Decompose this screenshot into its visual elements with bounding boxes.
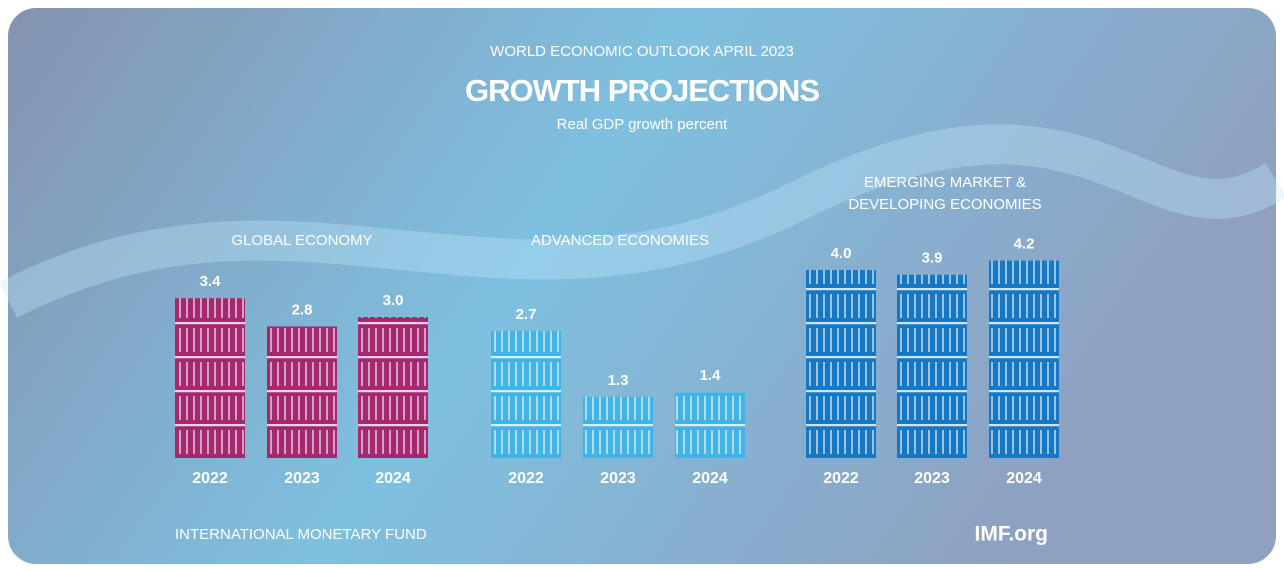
title: GROWTH PROJECTIONS <box>465 73 819 108</box>
value-label: 4.0 <box>831 245 852 262</box>
value-label: 3.4 <box>200 273 222 290</box>
footer-site: IMF.org <box>975 523 1049 546</box>
x-tick-label: 2024 <box>375 470 411 487</box>
x-tick-label: 2023 <box>600 470 636 487</box>
bar <box>358 317 428 458</box>
wave <box>0 124 1284 318</box>
bar <box>806 270 876 458</box>
bar <box>897 274 967 458</box>
bar <box>583 396 653 458</box>
value-label: 1.3 <box>608 372 629 389</box>
group-title: EMERGING MARKET & DEVELOPING ECONOMIES <box>848 174 1042 213</box>
subtitle: Real GDP growth percent <box>557 116 728 133</box>
value-label: 3.0 <box>383 292 404 309</box>
x-tick-label: 2023 <box>914 470 950 487</box>
bar <box>491 331 561 458</box>
group-title: ADVANCED ECONOMIES <box>530 232 710 249</box>
value-label: 1.4 <box>700 367 722 384</box>
x-tick-label: 2024 <box>1006 470 1042 487</box>
supertitle: WORLD ECONOMIC OUTLOOK APRIL 2023 <box>490 43 794 60</box>
bar <box>989 260 1059 458</box>
bar <box>175 298 245 458</box>
value-label: 2.8 <box>292 301 313 318</box>
value-label: 2.7 <box>516 306 537 323</box>
value-label: 4.2 <box>1014 236 1035 253</box>
x-tick-label: 2022 <box>823 470 859 487</box>
bar <box>267 326 337 458</box>
x-tick-label: 2022 <box>192 470 228 487</box>
bar <box>675 392 745 458</box>
footer-source: INTERNATIONAL MONETARY FUND <box>175 526 427 543</box>
value-label: 3.9 <box>922 250 943 267</box>
group-title: GLOBAL ECONOMY <box>231 232 373 249</box>
x-tick-label: 2024 <box>692 470 728 487</box>
x-tick-label: 2023 <box>284 470 320 487</box>
x-tick-label: 2022 <box>508 470 544 487</box>
